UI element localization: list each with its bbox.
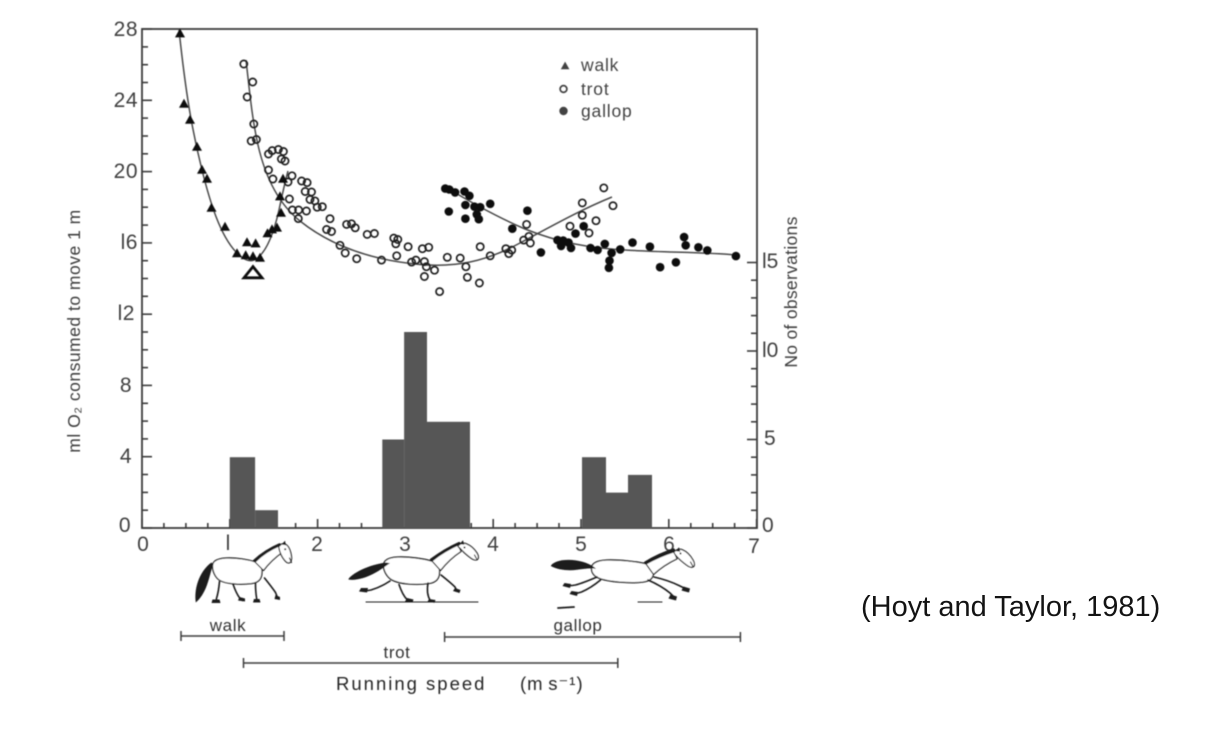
svg-text:l0: l0 (762, 339, 778, 362)
svg-text:28: 28 (114, 18, 138, 41)
svg-text:l6: l6 (121, 231, 138, 254)
svg-text:0: 0 (762, 514, 774, 537)
svg-text:0: 0 (137, 533, 149, 556)
svg-text:l2: l2 (118, 302, 135, 325)
svg-text:20: 20 (114, 160, 138, 183)
svg-text:5: 5 (575, 533, 587, 556)
svg-text:4: 4 (487, 533, 499, 556)
svg-text:walk: walk (580, 55, 619, 75)
svg-text:trot: trot (384, 643, 411, 662)
svg-text:0: 0 (119, 514, 131, 537)
svg-text:2: 2 (311, 533, 323, 556)
svg-text:(Hoyt and Taylor, 1981): (Hoyt and Taylor, 1981) (861, 591, 1160, 623)
svg-text:gallop: gallop (554, 616, 603, 635)
svg-text:6: 6 (663, 533, 675, 556)
svg-text:3: 3 (399, 533, 411, 556)
svg-text:No of observations: No of observations (781, 216, 801, 367)
svg-text:24: 24 (114, 89, 138, 112)
svg-text:4: 4 (120, 445, 132, 468)
svg-text:(m s⁻¹): (m s⁻¹) (520, 673, 584, 694)
svg-text:l5: l5 (762, 250, 778, 273)
svg-text:7: 7 (748, 535, 760, 558)
svg-text:5: 5 (764, 427, 776, 450)
svg-text:l: l (226, 532, 231, 555)
svg-text:trot: trot (581, 79, 609, 99)
svg-text:walk: walk (209, 616, 246, 635)
svg-text:8: 8 (120, 374, 132, 397)
svg-text:gallop: gallop (581, 101, 633, 121)
svg-text:Running speed: Running speed (336, 673, 486, 694)
svg-text:ml O₂ consumed to move 1 m: ml O₂ consumed to move 1 m (64, 209, 84, 452)
